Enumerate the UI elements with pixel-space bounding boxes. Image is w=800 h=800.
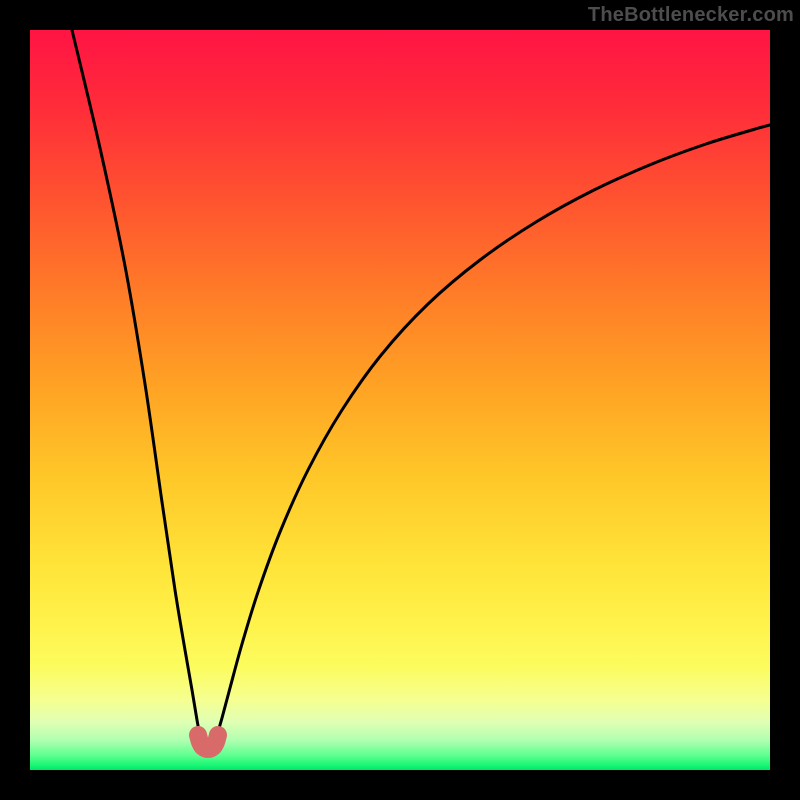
bottleneck-curve bbox=[30, 30, 770, 770]
watermark-text: TheBottlenecker.com bbox=[588, 4, 794, 27]
outer-frame: TheBottlenecker.com bbox=[0, 0, 800, 800]
curve-path bbox=[72, 30, 770, 749]
plot-area bbox=[30, 30, 770, 770]
valley-marker bbox=[198, 735, 218, 749]
